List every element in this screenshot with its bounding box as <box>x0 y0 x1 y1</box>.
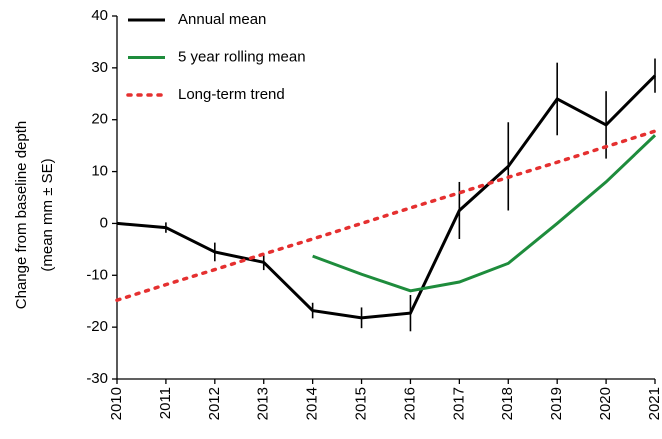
y-tick-label: 40 <box>91 7 108 24</box>
y-tick-label: -10 <box>86 266 108 283</box>
x-tick-label: 2020 <box>597 387 614 420</box>
y-tick-label: 0 <box>100 214 108 231</box>
x-tick-label: 2013 <box>255 387 272 420</box>
x-tick-label: 2012 <box>206 387 223 420</box>
legend-label: Annual mean <box>178 11 266 28</box>
legend-label: 5 year rolling mean <box>178 48 306 65</box>
x-tick-label: 2018 <box>499 387 516 420</box>
y-tick-label: -20 <box>86 318 108 335</box>
y-axis-label: Change from baseline depth <box>13 121 30 309</box>
y-tick-label: 10 <box>91 163 108 180</box>
legend-label: Long-term trend <box>178 86 285 103</box>
x-tick-label: 2014 <box>304 387 321 420</box>
x-tick-label: 2021 <box>646 387 662 420</box>
x-tick-label: 2011 <box>157 387 174 419</box>
x-tick-label: 2017 <box>450 387 467 420</box>
series-line <box>116 74 657 320</box>
y-axis-label: (mean mm ± SE) <box>39 158 56 271</box>
y-tick-label: -30 <box>86 370 108 387</box>
series-line <box>312 134 657 293</box>
x-tick-label: 2016 <box>401 387 418 420</box>
series-line <box>115 129 657 302</box>
x-tick-label: 2010 <box>108 387 125 420</box>
x-tick-label: 2015 <box>353 387 370 420</box>
y-tick-label: 20 <box>91 111 108 128</box>
y-tick-label: 30 <box>91 59 108 76</box>
x-tick-label: 2019 <box>548 387 565 420</box>
